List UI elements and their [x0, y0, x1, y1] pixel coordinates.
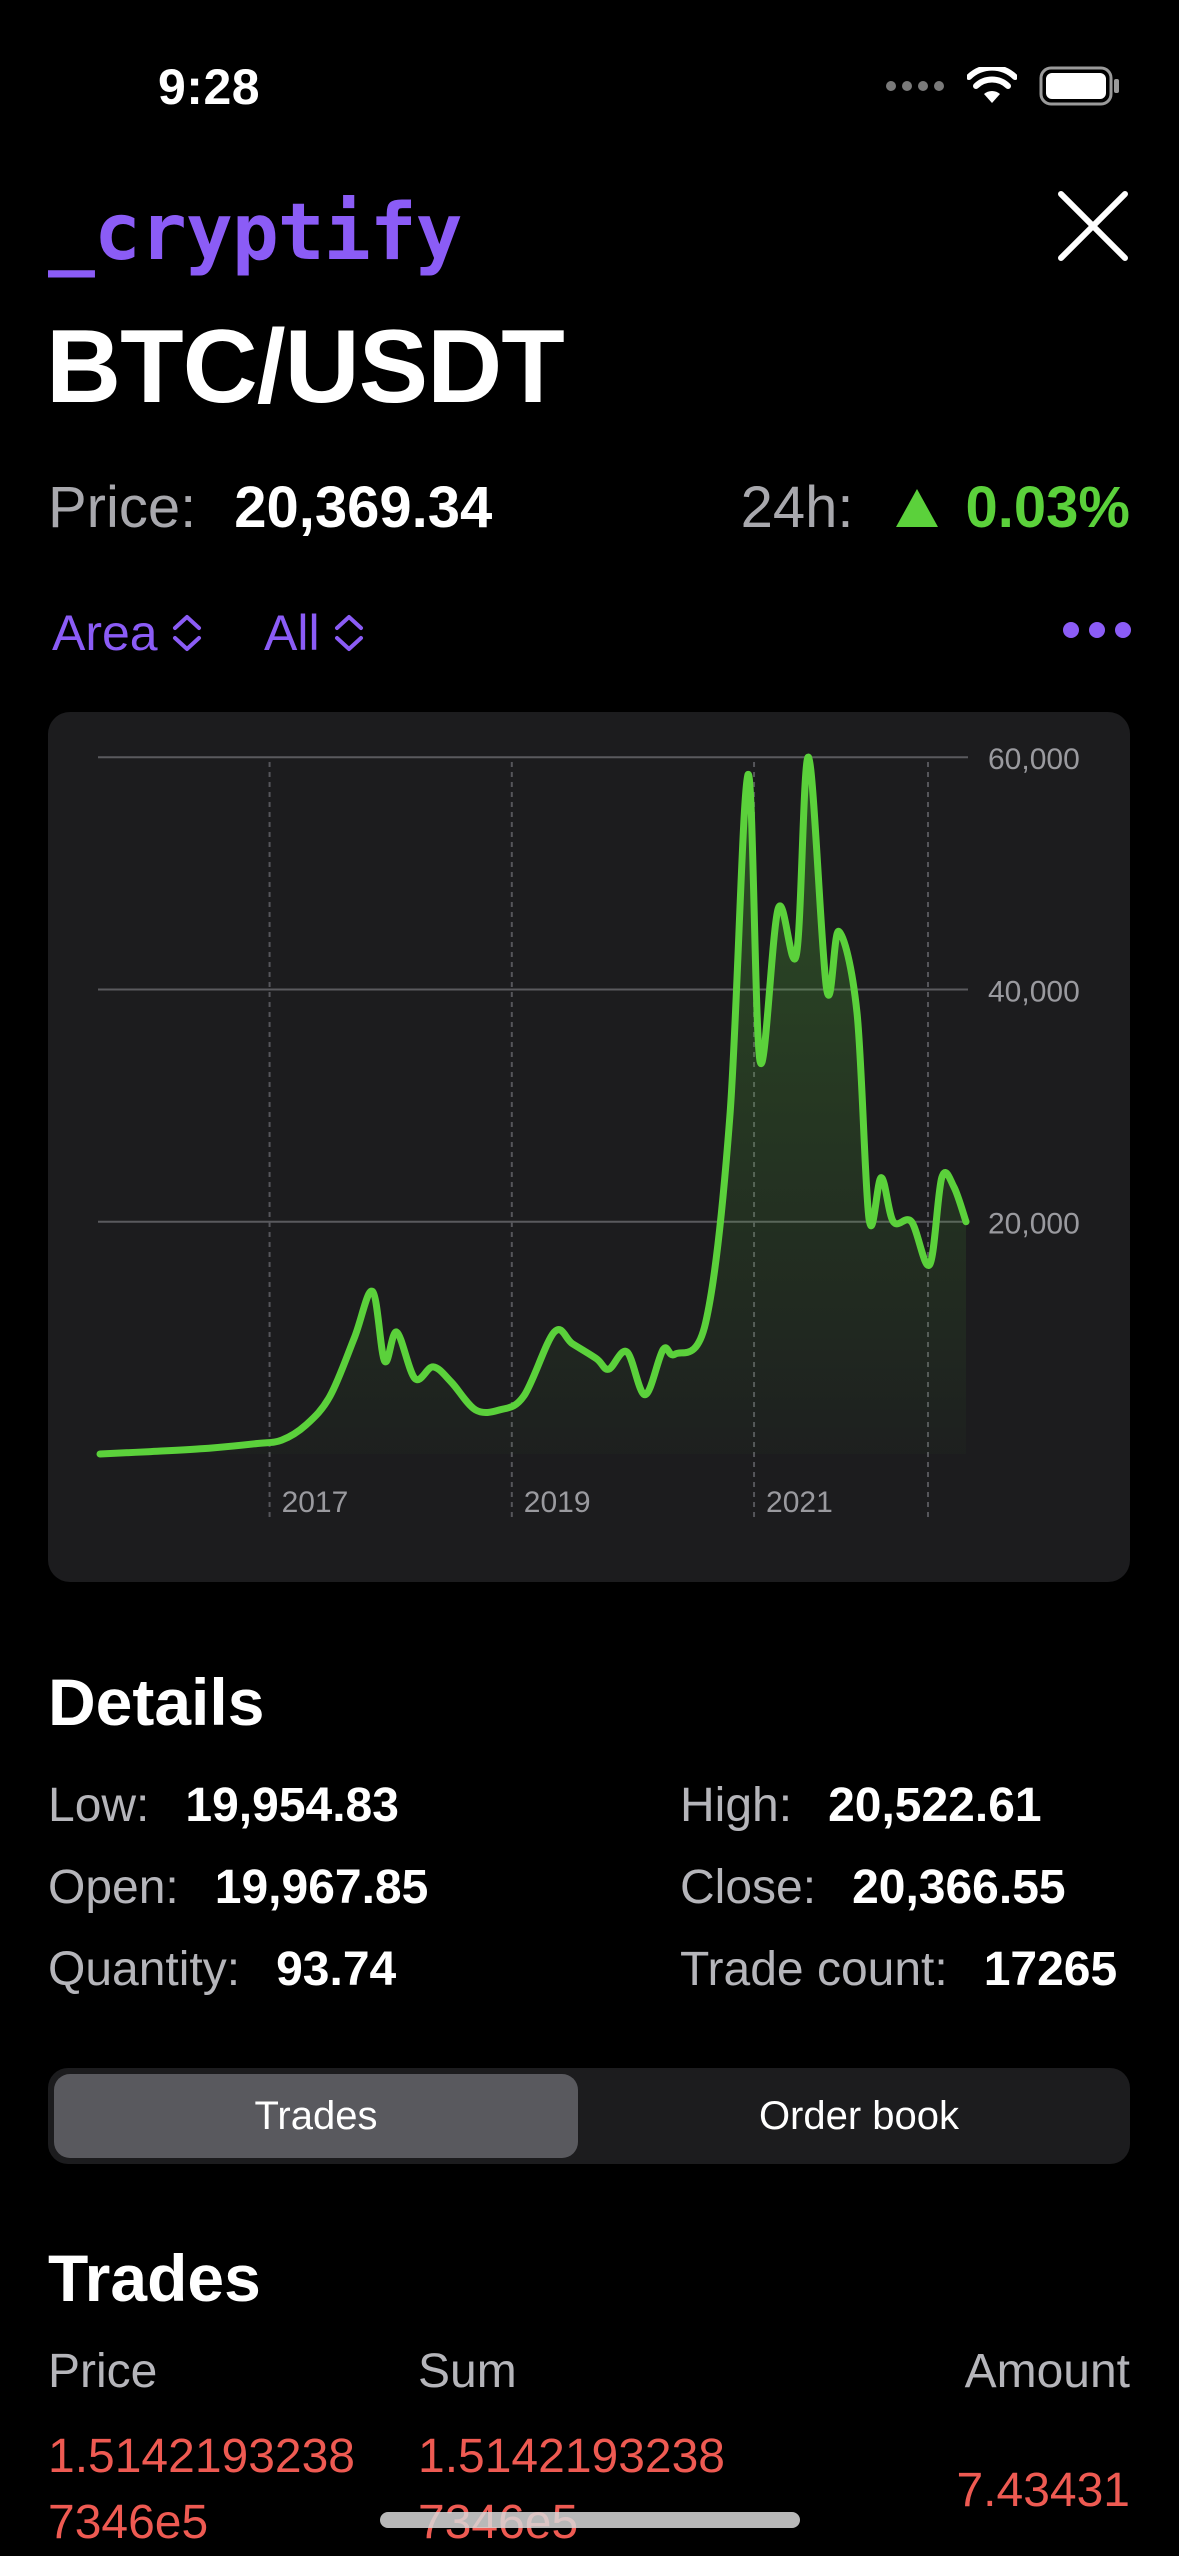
- more-dot-icon: [1115, 622, 1131, 638]
- home-indicator: [380, 2512, 800, 2528]
- app-logo: _cryptify: [48, 188, 463, 278]
- detail-value: 19,967.85: [214, 1861, 429, 1914]
- x-tick-label: 2019: [524, 1486, 591, 1519]
- change-24h: 24h: 0.03%: [741, 474, 1130, 541]
- trade-price: 1.5142193238 7346e5: [48, 2424, 355, 2556]
- price-area-fill: [100, 757, 966, 1454]
- trades-title: Trades: [48, 2241, 261, 2315]
- segment-trades[interactable]: Trades: [54, 2074, 578, 2158]
- trade-amount: 7.43431: [956, 2464, 1130, 2517]
- price-series-line: [96, 753, 970, 1458]
- page-title: BTC/USDT: [46, 309, 565, 425]
- segment-order-book[interactable]: Order book: [758, 2093, 960, 2138]
- detail-high: High: 20,522.61: [680, 1778, 1042, 1833]
- signal-dots-icon: [886, 81, 944, 91]
- column-header-sum: Sum: [418, 2345, 517, 2398]
- more-options-button[interactable]: [1063, 622, 1131, 638]
- price-label: Price:: [48, 475, 197, 540]
- trade-price-line1: 1.5142193238: [48, 2430, 355, 2483]
- detail-close: Close: 20,366.55: [680, 1860, 1066, 1915]
- chart-type-label: Area: [52, 605, 158, 661]
- up-triangle-icon: [895, 488, 938, 527]
- more-dot-icon: [1063, 622, 1079, 638]
- detail-value: 20,522.61: [828, 1779, 1042, 1832]
- detail-trade-count: Trade count: 17265: [680, 1942, 1117, 1997]
- chevron-up-down-icon: [172, 615, 201, 651]
- detail-open: Open: 19,967.85: [48, 1860, 428, 1915]
- y-tick-label: 60,000: [988, 743, 1080, 776]
- change-label: 24h:: [740, 475, 854, 540]
- price-value: 20,369.34: [234, 475, 493, 540]
- close-icon: [1058, 191, 1128, 261]
- detail-label: Low:: [48, 1779, 150, 1832]
- y-tick-label: 40,000: [988, 975, 1080, 1008]
- chart-range-label: All: [264, 605, 320, 661]
- trade-sum-line1: 1.5142193238: [418, 2430, 725, 2483]
- price-chart[interactable]: 60,000 40,000 20,000 2017 2019 2021: [48, 712, 1130, 1582]
- y-tick-label: 20,000: [988, 1208, 1080, 1241]
- price-chart-svg: 60,000 40,000 20,000 2017 2019 2021: [96, 743, 1080, 1522]
- price-row: Price: 20,369.34 24h: 0.03%: [48, 474, 1130, 544]
- chart-range-selector[interactable]: All: [264, 604, 366, 662]
- status-icons: [885, 66, 1121, 106]
- chart-type-selector[interactable]: Area: [52, 604, 204, 662]
- trades-orderbook-segmented-control: Trades Order book: [48, 2068, 1130, 2164]
- detail-value: 19,954.83: [185, 1779, 399, 1832]
- trade-price-line2: 7346e5: [48, 2496, 209, 2549]
- detail-value: 93.74: [276, 1943, 397, 1996]
- details-title: Details: [48, 1665, 265, 1739]
- change-value: 0.03%: [965, 475, 1130, 540]
- trade-sum: 1.5142193238 7346e5: [418, 2424, 725, 2556]
- battery-icon: [1039, 66, 1119, 106]
- more-dot-icon: [1089, 622, 1105, 638]
- detail-label: Quantity:: [48, 1943, 241, 1996]
- column-header-price: Price: [48, 2345, 158, 2398]
- x-tick-label: 2017: [282, 1486, 349, 1519]
- detail-label: Open:: [48, 1861, 179, 1914]
- chevron-up-down-icon: [334, 615, 363, 651]
- wifi-icon: [967, 67, 1017, 103]
- detail-low: Low: 19,954.83: [48, 1778, 399, 1833]
- detail-label: High:: [680, 1779, 793, 1832]
- detail-value: 20,366.55: [852, 1861, 1066, 1914]
- column-header-amount: Amount: [964, 2345, 1130, 2398]
- detail-label: Trade count:: [680, 1943, 948, 1996]
- status-time: 9:28: [158, 59, 261, 115]
- detail-value: 17265: [983, 1943, 1118, 1996]
- close-button[interactable]: [1053, 186, 1133, 266]
- detail-label: Close:: [680, 1861, 817, 1914]
- detail-quantity: Quantity: 93.74: [48, 1942, 396, 1997]
- x-tick-label: 2021: [766, 1486, 833, 1519]
